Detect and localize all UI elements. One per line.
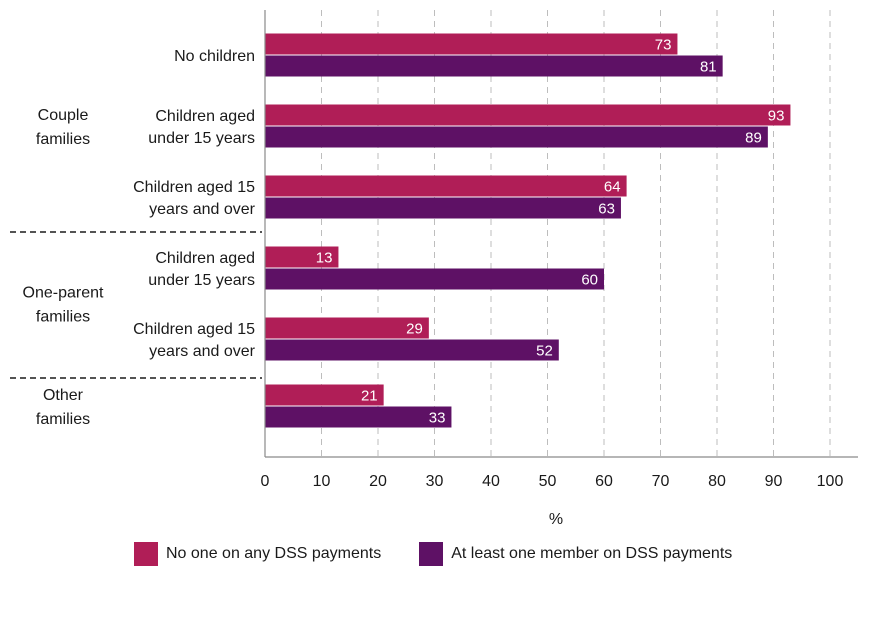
category-label: Children aged: [155, 250, 255, 267]
x-tick-label: 10: [313, 473, 331, 490]
bar-value-label: 52: [536, 343, 553, 360]
bar-value-label: 64: [604, 179, 621, 196]
category-label: under 15 years: [148, 272, 255, 289]
x-tick-label: 70: [652, 473, 670, 490]
group-label: families: [36, 131, 90, 148]
bar-value-label: 93: [768, 108, 785, 125]
bar-no-dss: [265, 384, 384, 406]
bar-value-label: 60: [581, 272, 598, 289]
bar-value-label: 73: [655, 37, 672, 54]
bar-dss: [265, 339, 559, 361]
bar-dss: [265, 268, 604, 290]
bar-no-dss: [265, 104, 791, 126]
bar-no-dss: [265, 175, 627, 197]
bar-value-label: 81: [700, 59, 717, 76]
category-label: years and over: [149, 201, 256, 218]
bar-value-label: 63: [598, 201, 615, 218]
x-tick-label: 20: [369, 473, 387, 490]
x-tick-label: 50: [539, 473, 557, 490]
bar-no-dss: [265, 246, 339, 268]
x-axis-title: %: [549, 511, 563, 528]
x-tick-label: 80: [708, 473, 726, 490]
gridlines: [321, 10, 831, 457]
category-label: years and over: [149, 343, 256, 360]
bar-dss: [265, 406, 452, 428]
legend-swatch-dss: [419, 542, 444, 566]
category-label: No children: [174, 48, 255, 65]
category-label: Children aged: [155, 108, 255, 125]
x-tick-label: 90: [765, 473, 783, 490]
group-label: Couple: [38, 107, 89, 124]
bar-value-label: 21: [361, 388, 378, 405]
bar-dss: [265, 197, 621, 219]
category-label: Children aged 15: [133, 321, 255, 338]
legend-item-dss: At least one member on DSS payments: [419, 542, 732, 566]
x-tick-label: 60: [595, 473, 613, 490]
legend-label-dss: At least one member on DSS payments: [451, 545, 733, 562]
group-label: families: [36, 309, 90, 326]
x-tick-label: 100: [817, 473, 844, 490]
category-label: Children aged 15: [133, 179, 255, 196]
group-label: families: [36, 411, 90, 428]
x-tick-label: 0: [261, 473, 270, 490]
labels: 0 10 20 30 40 50 60 70 80 90 100 73 81 No children 93 8…: [10, 37, 844, 490]
x-tick-label: 30: [426, 473, 444, 490]
group-label: Other: [43, 387, 84, 404]
bar-value-label: 89: [745, 130, 762, 147]
bar-value-label: 13: [316, 250, 333, 267]
bar-no-dss: [265, 33, 678, 55]
bars: [265, 33, 791, 428]
category-label: under 15 years: [148, 130, 255, 147]
legend-item-no-dss: No one on any DSS payments: [134, 542, 381, 566]
bar-no-dss: [265, 317, 429, 339]
bar-dss: [265, 126, 768, 148]
group-label: One-parent: [23, 285, 104, 302]
legend-swatch-no-dss: [134, 542, 158, 566]
x-tick-label: 40: [482, 473, 500, 490]
bar-value-label: 33: [429, 410, 446, 427]
bar-dss: [265, 55, 723, 77]
bar-value-label: 29: [406, 321, 423, 338]
legend: No one on any DSS payments At least one …: [134, 542, 770, 566]
legend-label-no-dss: No one on any DSS payments: [166, 545, 382, 562]
